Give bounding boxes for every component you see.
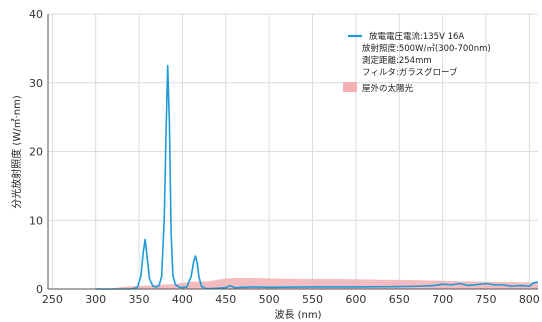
x-tick-label: 550 [302, 293, 323, 306]
x-tick-label: 650 [389, 293, 410, 306]
spectrum-line-layer [95, 64, 539, 290]
x-tick-labels: 250 300 350 400 450 500 550 600 650 700 750 800 [42, 293, 540, 306]
legend-entry-irradiance: 放射照度:500W/㎡(300-700nm) [362, 43, 491, 54]
x-tick-label: 700 [432, 293, 453, 306]
legend-entry-sunlight: 屋外の太陽光 [362, 83, 414, 94]
x-tick-label: 800 [519, 293, 540, 306]
y-tick-labels: 0 10 20 30 40 [29, 8, 43, 296]
x-tick-label: 750 [475, 293, 496, 306]
y-tick-label: 10 [29, 214, 43, 227]
x-tick-label: 500 [259, 293, 280, 306]
legend-entry-filter: フィルタ:ガラスグローブ [362, 67, 458, 78]
legend-area-swatch [343, 82, 357, 92]
legend-entry-distance: 測定距離:254mm [362, 55, 432, 66]
x-tick-label: 350 [129, 293, 150, 306]
y-tick-label: 20 [29, 146, 43, 159]
axes [47, 14, 538, 290]
x-tick-label: 600 [345, 293, 366, 306]
y-tick-label: 0 [36, 283, 43, 296]
x-axis-label: 波長 (nm) [274, 308, 321, 321]
y-tick-label: 40 [29, 8, 43, 21]
x-tick-label: 450 [215, 293, 236, 306]
y-axis-label: 分光放射照度 (W/㎡·nm) [10, 95, 23, 209]
x-tick-label: 250 [42, 293, 63, 306]
legend: 放電電圧電流:135V 16A 放射照度:500W/㎡(300-700nm) 測… [343, 31, 491, 94]
x-tick-label: 400 [172, 293, 193, 306]
grid [48, 13, 538, 290]
spectrum-line [95, 64, 539, 290]
y-tick-label: 30 [29, 77, 43, 90]
legend-entry-discharge: 放電電圧電流:135V 16A [369, 31, 464, 42]
x-tick-label: 300 [85, 293, 106, 306]
